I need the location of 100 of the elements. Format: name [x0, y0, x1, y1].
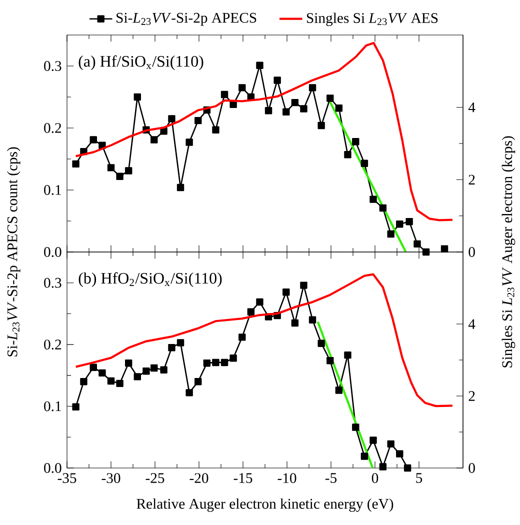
point — [186, 138, 193, 146]
point — [396, 450, 404, 458]
point — [194, 116, 202, 124]
point — [291, 319, 299, 327]
point — [282, 288, 290, 296]
point — [318, 122, 325, 130]
point — [414, 240, 421, 248]
point — [326, 94, 334, 102]
point — [335, 386, 343, 394]
point — [352, 424, 360, 431]
x-axis-title: Relative Auger electron kinetic energy (eV) — [136, 498, 394, 512]
point — [160, 127, 168, 135]
annotation: (a) Hf/SiO$_{x}$/Si(110) — [78, 55, 204, 70]
point — [150, 364, 158, 372]
point — [168, 344, 176, 352]
point — [396, 220, 404, 228]
point — [220, 90, 228, 98]
point — [379, 463, 387, 470]
point — [360, 452, 368, 460]
point — [360, 160, 368, 167]
point — [142, 368, 150, 375]
line-series — [74, 42, 454, 222]
point — [300, 105, 308, 112]
point — [282, 108, 290, 116]
point — [116, 172, 124, 180]
point — [318, 340, 325, 347]
point — [379, 204, 387, 212]
point — [335, 104, 342, 112]
point — [160, 366, 168, 374]
y-tick-label: 0.0 — [44, 247, 62, 257]
y-tick-label: 0.0 — [44, 463, 62, 473]
x-tick-label: -30 — [102, 473, 120, 484]
point — [203, 359, 211, 367]
point — [274, 76, 281, 84]
y-tick-label: 0.3 — [44, 278, 62, 288]
point — [370, 196, 377, 203]
point — [80, 378, 88, 386]
point — [176, 184, 184, 192]
point — [194, 378, 202, 386]
y2-tick-label: 4 — [468, 102, 476, 112]
line-series — [74, 273, 454, 408]
point — [387, 440, 394, 448]
point — [238, 84, 246, 92]
point — [256, 298, 264, 306]
point — [212, 126, 220, 134]
point — [247, 308, 255, 316]
point — [344, 351, 352, 359]
point — [291, 98, 299, 106]
point — [344, 151, 352, 158]
point — [308, 316, 316, 324]
y2-tick-label: 0 — [468, 463, 475, 473]
point — [107, 377, 115, 385]
point — [300, 282, 308, 289]
point — [256, 62, 264, 69]
point — [150, 136, 158, 144]
x-tick-label: -15 — [234, 473, 252, 483]
point — [238, 334, 246, 341]
y2-tick-label: 0 — [468, 247, 475, 257]
point — [387, 230, 394, 238]
point — [176, 339, 184, 346]
point — [72, 403, 80, 411]
point — [326, 357, 334, 364]
x-tick-label: 5 — [416, 473, 422, 483]
annotation: (b) HfO$_{2}$/SiO$_{x}$/Si(110) — [78, 272, 222, 287]
x-tick-label: -35 — [58, 473, 76, 484]
point — [168, 115, 176, 122]
point — [134, 373, 141, 380]
y-tick-label: 0.2 — [44, 340, 62, 350]
y-axis-title: Si-L$_{23}$VV-Si-2p APECS count (cps) — [6, 147, 20, 356]
y-tick-label: 0.1 — [44, 401, 61, 412]
y-tick-label: 0.3 — [44, 61, 62, 71]
point — [352, 138, 360, 146]
point — [107, 164, 115, 172]
x-tick-label: -25 — [146, 473, 164, 484]
point — [370, 436, 377, 444]
point — [404, 464, 412, 472]
y-tick-label: 0.2 — [44, 123, 62, 133]
point — [124, 167, 132, 174]
legend-label: Si-L$_{23}$VV-Si-2p APECS — [116, 12, 256, 26]
point — [98, 369, 106, 377]
x-tick-label: -20 — [190, 473, 208, 484]
y2-tick-label: 2 — [468, 174, 475, 185]
y2-tick-label: 2 — [468, 391, 475, 401]
point — [186, 389, 193, 396]
point — [230, 354, 237, 362]
point — [90, 364, 97, 372]
point — [90, 136, 97, 144]
point — [124, 359, 132, 367]
legend-label: Singles Si L$_{23}$VV AES — [306, 12, 438, 26]
x-tick-label: -10 — [278, 473, 296, 484]
x-tick-label: -5 — [325, 473, 337, 483]
point — [230, 100, 237, 108]
point — [72, 160, 80, 168]
point — [264, 107, 272, 114]
point — [212, 358, 220, 366]
point — [134, 93, 141, 101]
point — [220, 358, 228, 366]
y2-axis-title: Singles Si L$_{23}$VV Auger electron (kcps) — [502, 136, 516, 368]
y-tick-label: 0.1 — [44, 185, 61, 195]
point — [308, 84, 316, 92]
